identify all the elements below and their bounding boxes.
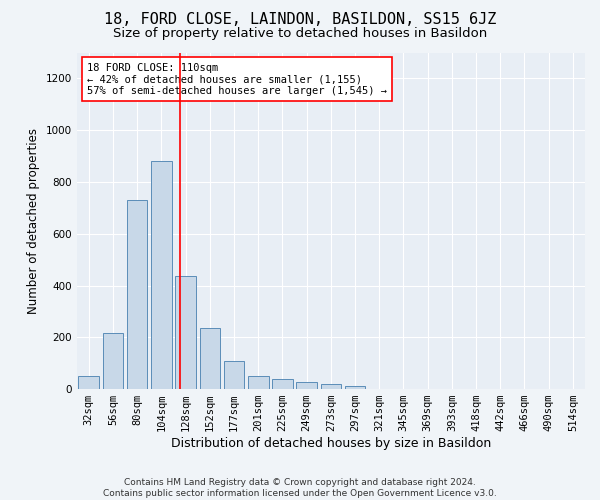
Text: Contains HM Land Registry data © Crown copyright and database right 2024.
Contai: Contains HM Land Registry data © Crown c…	[103, 478, 497, 498]
Bar	[175, 276, 196, 389]
Text: 18 FORD CLOSE: 110sqm
← 42% of detached houses are smaller (1,155)
57% of semi-d: 18 FORD CLOSE: 110sqm ← 42% of detached …	[87, 62, 387, 96]
Y-axis label: Number of detached properties: Number of detached properties	[27, 128, 40, 314]
Bar	[248, 376, 269, 389]
Text: Size of property relative to detached houses in Basildon: Size of property relative to detached ho…	[113, 28, 487, 40]
Bar	[127, 200, 148, 389]
Bar	[345, 386, 365, 389]
Bar	[320, 384, 341, 389]
Bar	[151, 161, 172, 389]
Bar	[79, 376, 99, 389]
X-axis label: Distribution of detached houses by size in Basildon: Distribution of detached houses by size …	[171, 437, 491, 450]
Text: 18, FORD CLOSE, LAINDON, BASILDON, SS15 6JZ: 18, FORD CLOSE, LAINDON, BASILDON, SS15 …	[104, 12, 496, 28]
Bar	[103, 334, 123, 389]
Bar	[200, 328, 220, 389]
Bar	[296, 382, 317, 389]
Bar	[272, 378, 293, 389]
Bar	[224, 360, 244, 389]
